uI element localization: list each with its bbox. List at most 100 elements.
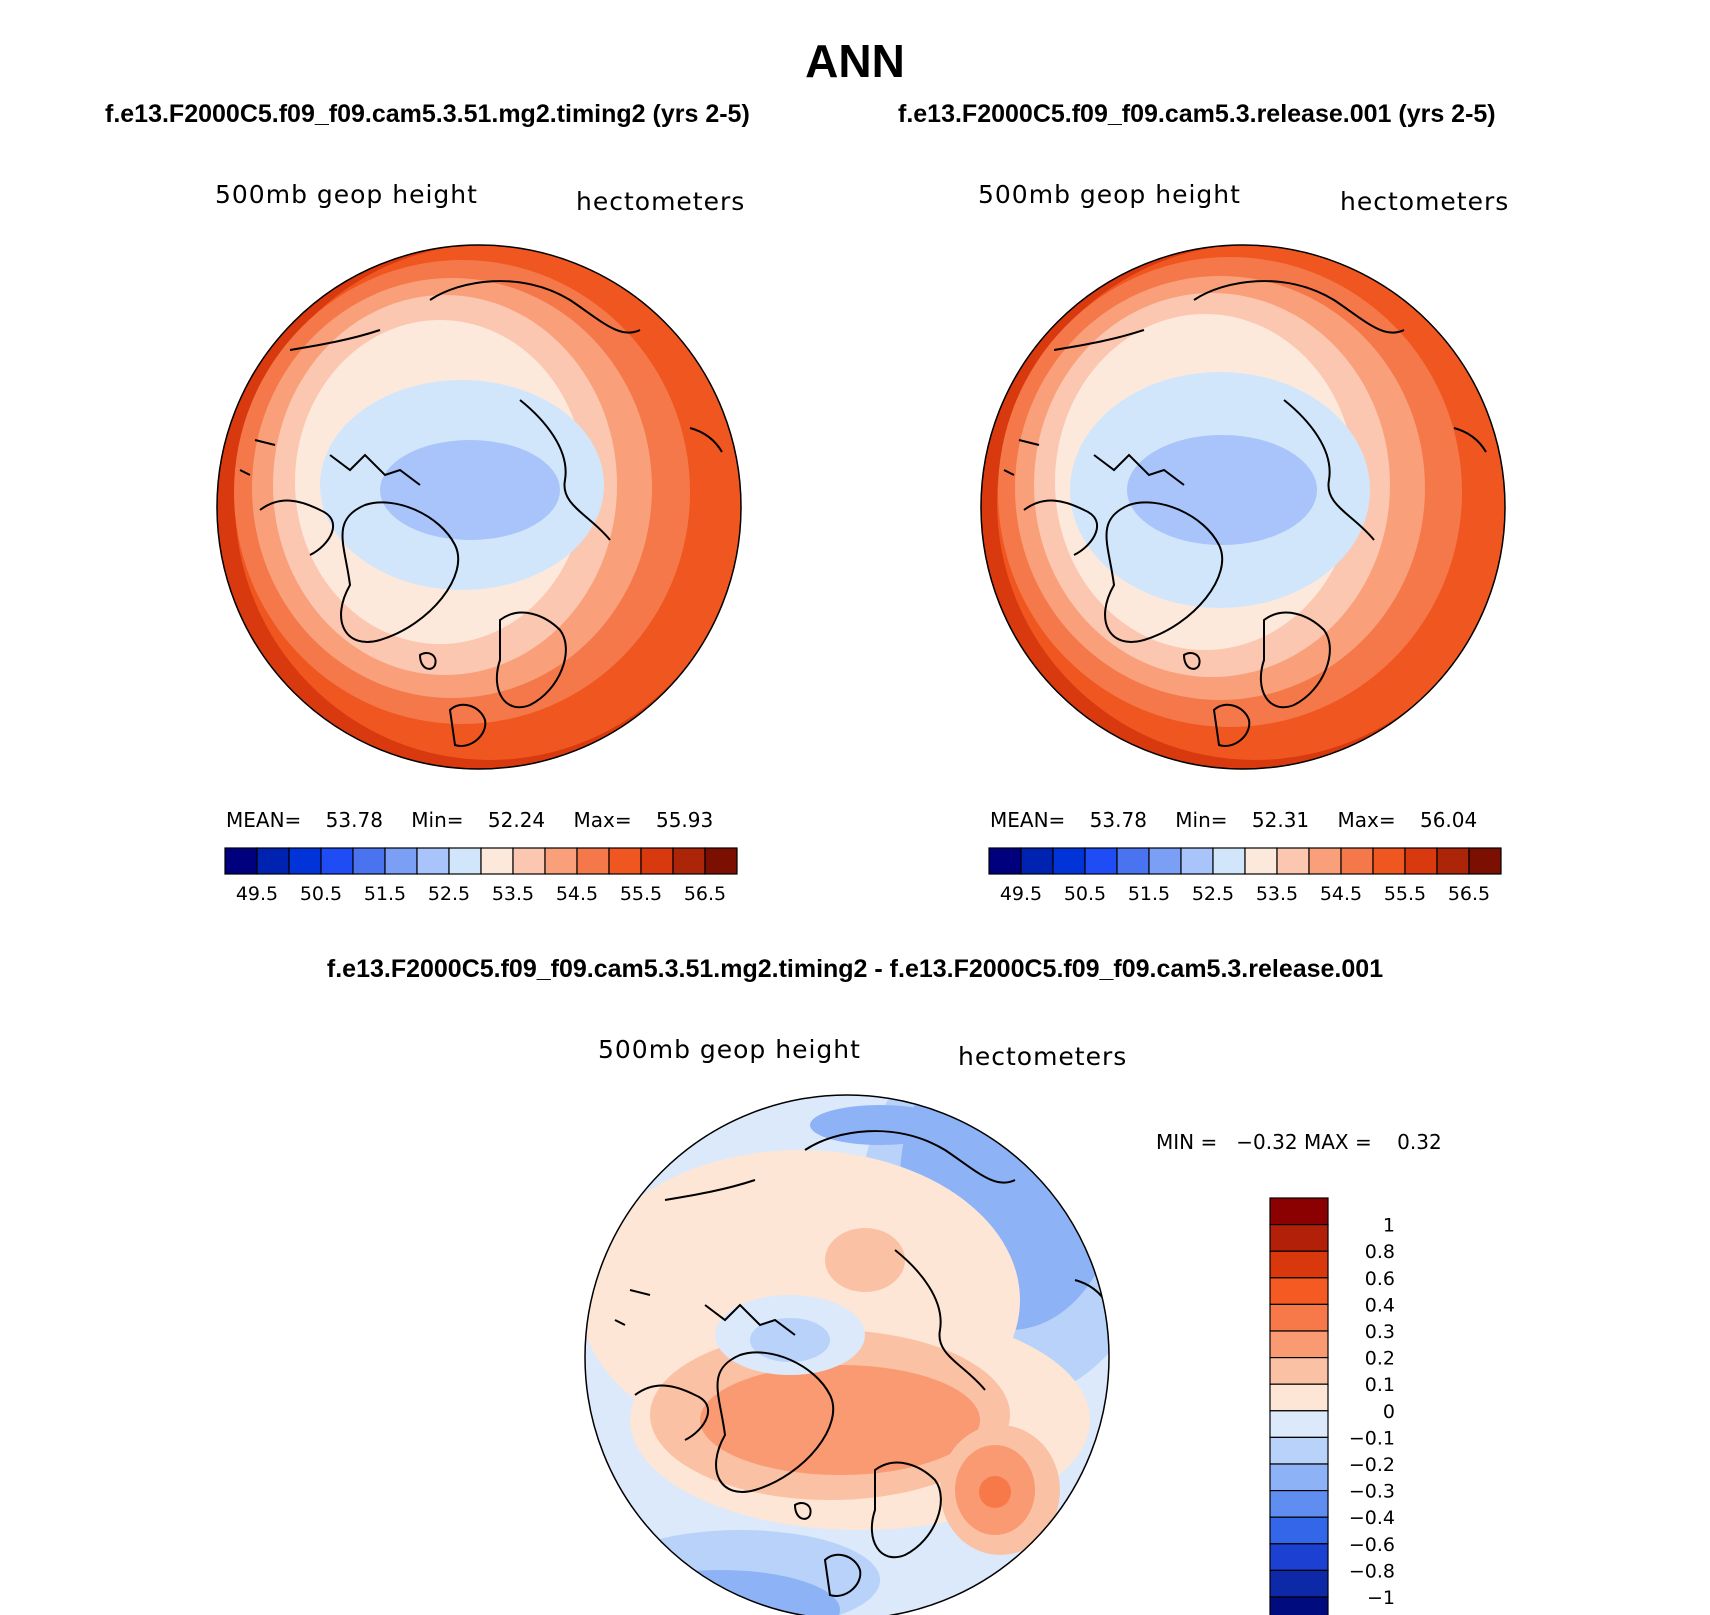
panel2-max-value: 56.04 (1419, 808, 1478, 832)
panel2-colorbar-box (1180, 847, 1214, 875)
panel1-case-title: f.e13.F2000C5.f09_f09.cam5.3.51.mg2.timi… (105, 100, 750, 128)
panel1-min-label: Min= (411, 808, 464, 832)
panel2-colorbar-tick-label: 51.5 (1128, 883, 1170, 905)
panel1-colorbar: 49.5 50.5 51.5 52.5 53.5 54.5 55.5 56.5 (224, 847, 738, 905)
panel2-colorbar-box (988, 847, 1022, 875)
difference-colorbar-tick-label: 0.3 (1365, 1321, 1395, 1343)
difference-colorbar: 1 0.8 0.6 0.4 0.3 0.2 0.1 0 −0.1 −0.2 −0.3 −0.4 −0.6… (1269, 1197, 1395, 1615)
panel1-coastlines (239, 280, 723, 747)
panel1-min-value: 52.24 (487, 808, 546, 832)
difference-colorbar-box (1269, 1356, 1329, 1385)
difference-colorbar-box (1269, 1516, 1329, 1545)
panel2-colorbar: 49.5 50.5 51.5 52.5 53.5 54.5 55.5 56.5 (988, 847, 1502, 905)
panel1-colorbar-box (352, 847, 386, 875)
panel1-colorbar-box (224, 847, 258, 875)
difference-colorbar-box (1269, 1197, 1329, 1226)
difference-colorbar-tick-label: 0.4 (1365, 1294, 1395, 1316)
panel2-map-border (980, 244, 1506, 770)
panel2-colorbar-box (1372, 847, 1406, 875)
panel2-colorbar-tick-label: 56.5 (1448, 883, 1490, 905)
difference-title: f.e13.F2000C5.f09_f09.cam5.3.51.mg2.timi… (326, 955, 1384, 983)
panel1-polar-map (217, 245, 741, 769)
panel1-colorbar-box (288, 847, 322, 875)
panel2-case-title: f.e13.F2000C5.f09_f09.cam5.3.release.001… (898, 100, 1496, 128)
panel2-colorbar-box (1436, 847, 1470, 875)
difference-colorbar-box (1269, 1436, 1329, 1465)
panel1-colorbar-tick-label: 53.5 (492, 883, 534, 905)
panel2-colorbar-tick-label: 55.5 (1384, 883, 1426, 905)
difference-colorbar-tick-label: 0.1 (1365, 1374, 1395, 1396)
panel2-colorbar-box (1276, 847, 1310, 875)
panel1-colorbar-tick-label: 55.5 (620, 883, 662, 905)
panel1-colorbar-box (384, 847, 418, 875)
panel1-stats: MEAN= 53.78 Min= 52.24 Max= 55.93 (226, 808, 713, 832)
panel2-colorbar-box (1468, 847, 1502, 875)
panel1-colorbar-box (320, 847, 354, 875)
difference-colorbar-tick-label: −0.4 (1349, 1507, 1395, 1529)
panel2-min-value: 52.31 (1251, 808, 1310, 832)
panel1-variable-label: 500mb geop height (215, 180, 478, 209)
panel1-colorbar-box (512, 847, 546, 875)
difference-colorbar-box (1269, 1277, 1329, 1306)
difference-colorbar-tick-label: −0.1 (1349, 1427, 1395, 1449)
difference-colorbar-box (1269, 1489, 1329, 1518)
panel2-colorbar-box (1212, 847, 1246, 875)
panel1-mean-value: 53.78 (325, 808, 383, 832)
difference-colorbar-tick-label: −1 (1367, 1587, 1395, 1609)
panel1-colorbar-box (640, 847, 674, 875)
difference-minmax: MIN = −0.32 MAX = 0.32 (1156, 1130, 1442, 1154)
panel1-colorbar-tick-label: 54.5 (556, 883, 598, 905)
panel2-colorbar-tick-label: 53.5 (1256, 883, 1298, 905)
difference-colorbar-box (1269, 1383, 1329, 1412)
panel1-map-border (216, 244, 742, 770)
difference-colorbar-tick-label: 0.8 (1365, 1241, 1395, 1263)
panel1-mean-label: MEAN= (226, 808, 302, 832)
difference-units-label: hectometers (958, 1042, 1128, 1071)
panel1-max-label: Max= (573, 808, 632, 832)
difference-colorbar-box (1269, 1303, 1329, 1332)
panel2-colorbar-box (1020, 847, 1054, 875)
difference-colorbar-tick-label: 0 (1383, 1401, 1395, 1423)
difference-colorbar-box (1269, 1543, 1329, 1572)
panel2-colorbar-box (1052, 847, 1086, 875)
page-title: ANN (805, 35, 905, 87)
difference-colorbar-box (1269, 1569, 1329, 1598)
panel1-colorbar-tick-label: 52.5 (428, 883, 470, 905)
panel2-max-label: Max= (1337, 808, 1396, 832)
panel1-colorbar-box (416, 847, 450, 875)
panel2-colorbar-box (1340, 847, 1374, 875)
difference-colorbar-tick-label: −0.3 (1349, 1481, 1395, 1503)
panel1-colorbar-box (544, 847, 578, 875)
difference-coastlines (614, 1130, 1108, 1597)
panel1-colorbar-box (672, 847, 706, 875)
panel1-colorbar-box (576, 847, 610, 875)
panel2-colorbar-tick-label: 52.5 (1192, 883, 1234, 905)
panel2-units-label: hectometers (1340, 187, 1510, 216)
difference-variable-label: 500mb geop height (598, 1035, 861, 1064)
panel2-colorbar-box (1116, 847, 1150, 875)
panel2-stats: MEAN= 53.78 Min= 52.31 Max= 56.04 (990, 808, 1477, 832)
panel1-colorbar-box (480, 847, 514, 875)
panel2-mean-label: MEAN= (990, 808, 1066, 832)
difference-colorbar-tick-label: −0.2 (1349, 1454, 1395, 1476)
difference-colorbar-tick-label: 1 (1383, 1215, 1395, 1237)
difference-polar-map (585, 1095, 1109, 1615)
panel1-colorbar-tick-label: 51.5 (364, 883, 406, 905)
panel1-colorbar-tick-label: 50.5 (300, 883, 342, 905)
panel1-colorbar-tick-label: 49.5 (236, 883, 278, 905)
panel2-colorbar-tick-label: 50.5 (1064, 883, 1106, 905)
panel1-colorbar-box (448, 847, 482, 875)
difference-colorbar-tick-label: 0.2 (1365, 1348, 1395, 1370)
panel2-colorbar-box (1084, 847, 1118, 875)
difference-colorbar-tick-label: −0.8 (1349, 1560, 1395, 1582)
panel1-max-value: 55.93 (655, 808, 714, 832)
panel1-colorbar-box (704, 847, 738, 875)
panel2-min-label: Min= (1175, 808, 1228, 832)
difference-colorbar-box (1269, 1410, 1329, 1439)
panel2-colorbar-box (1148, 847, 1182, 875)
difference-colorbar-box (1269, 1223, 1329, 1252)
difference-colorbar-tick-label: −0.6 (1349, 1534, 1395, 1556)
difference-map-border (584, 1094, 1110, 1615)
panel1-colorbar-box (608, 847, 642, 875)
